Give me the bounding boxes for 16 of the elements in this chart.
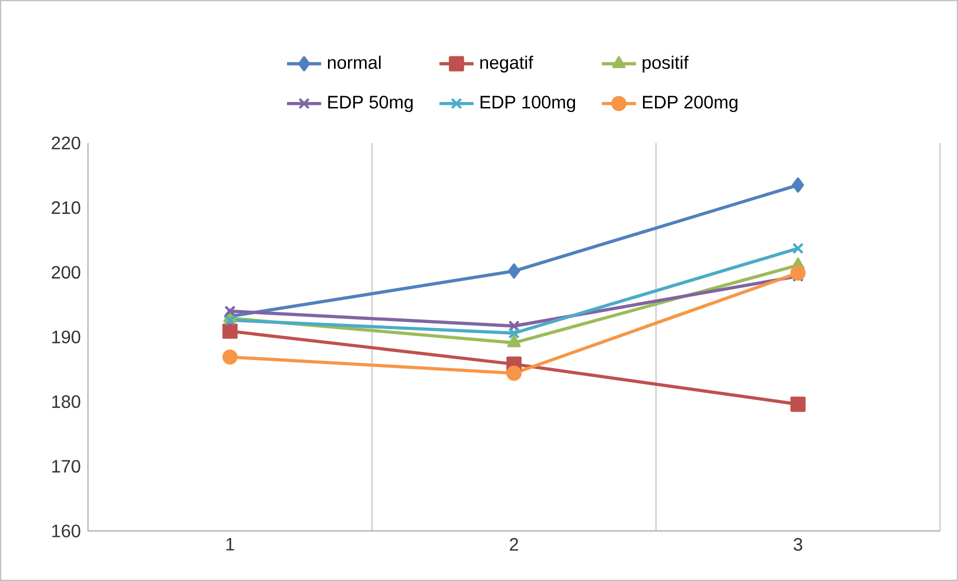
legend-label: negatif	[480, 56, 534, 72]
legend-label: normal	[328, 56, 381, 69]
y-tick-label: 160	[52, 524, 80, 538]
legend-label: EDP 200mg	[643, 96, 738, 112]
x-tick-label: 2	[510, 538, 518, 551]
legend-label: positif	[642, 56, 689, 72]
y-tick-label: 190	[52, 330, 80, 344]
y-tick-label: 180	[52, 395, 80, 408]
y-tick-label: 220	[52, 136, 80, 150]
legend-label: EDP 100mg	[480, 96, 576, 112]
x-tick-label: 3	[794, 538, 802, 551]
legend-label: EDP 50mg	[328, 96, 413, 112]
y-tick-label: 210	[52, 201, 80, 214]
x-tick-label: 1	[226, 538, 234, 550]
y-tick-label: 200	[52, 266, 80, 279]
y-tick-label: 170	[52, 460, 80, 473]
